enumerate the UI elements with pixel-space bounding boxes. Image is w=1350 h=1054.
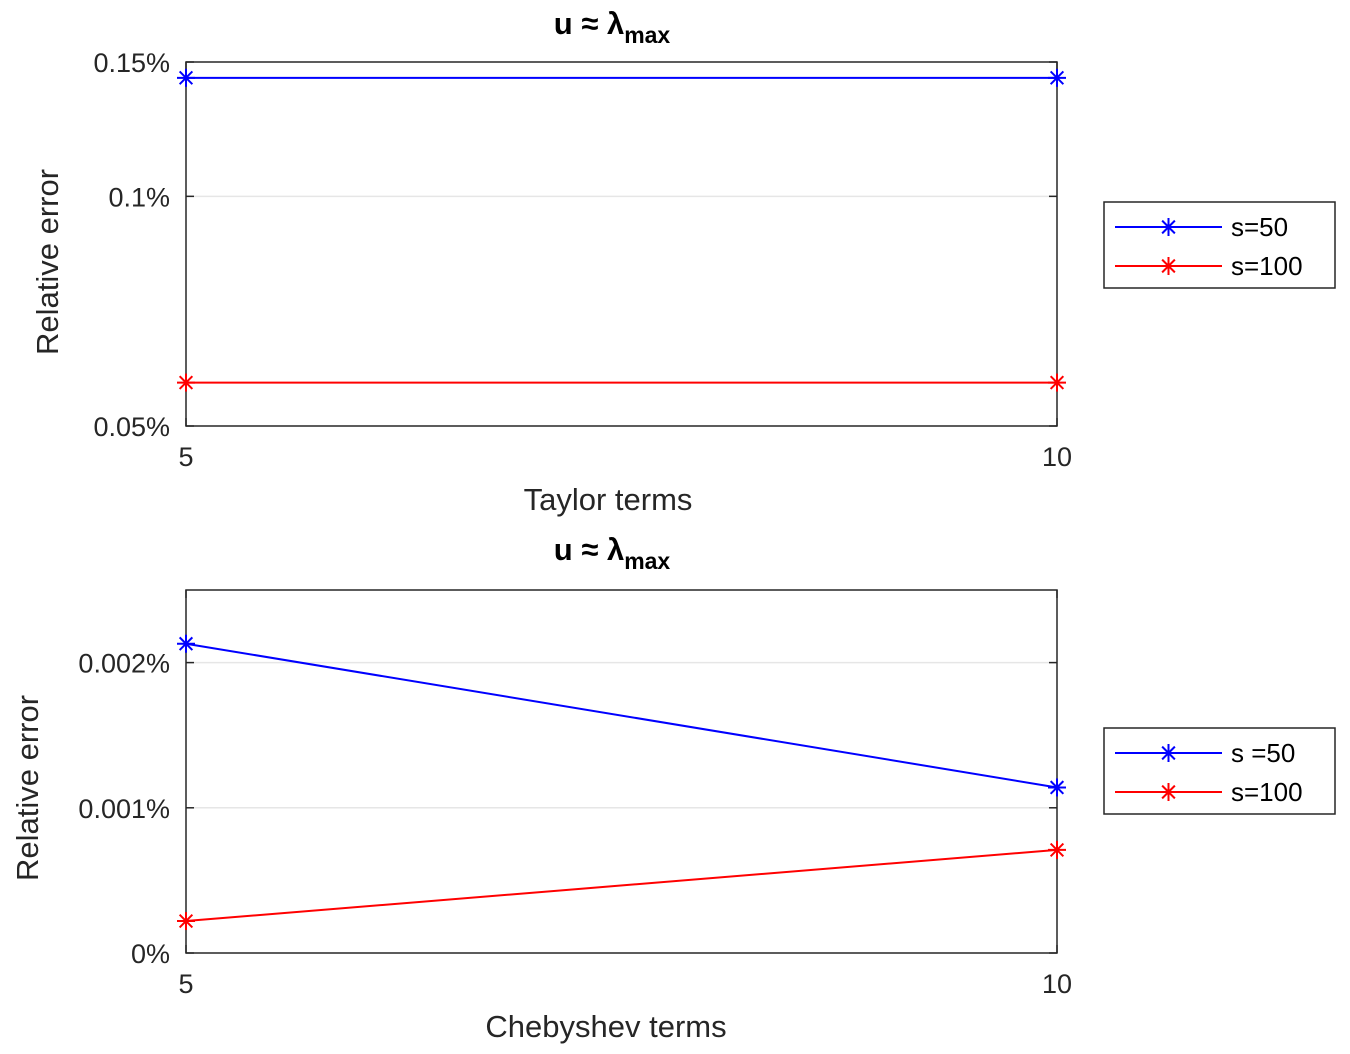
chart-title: u ≈ λmax: [554, 6, 671, 48]
x-tick-label: 5: [178, 969, 193, 999]
series-line: [185, 642, 1058, 789]
data-point: [1048, 68, 1066, 87]
y-tick-label: 0.001%: [78, 794, 170, 824]
series-line: [185, 848, 1058, 923]
y-tick-labels: 0% 0.001% 0.002%: [78, 649, 170, 969]
x-axis-label: Taylor terms: [524, 482, 693, 517]
marker-stroke: [1049, 375, 1065, 390]
data-point: [1048, 778, 1066, 797]
y-tick-label: 0.1%: [108, 182, 170, 212]
legend-marker: [1159, 218, 1178, 236]
x-tick-label: 10: [1042, 969, 1072, 999]
plot-area: [185, 589, 1058, 954]
y-tick-label: 0.002%: [78, 649, 170, 679]
marker-stroke: [1049, 780, 1065, 795]
marker-stroke: [1161, 258, 1176, 274]
legend-label: s =50: [1231, 738, 1295, 768]
data-point: [177, 634, 195, 653]
marker-stroke: [1049, 70, 1065, 85]
marker-stroke: [178, 636, 194, 651]
legend: s =50 s=100: [1103, 727, 1336, 815]
y-tick-label: 0.05%: [93, 412, 170, 442]
data-point: [177, 912, 195, 931]
marker-stroke: [178, 70, 194, 85]
legend-marker: [1159, 744, 1178, 762]
marker-stroke: [178, 913, 194, 929]
x-axis-label: Chebyshev terms: [485, 1009, 726, 1044]
axis-ticks: [185, 590, 1058, 954]
series-group: [177, 634, 1066, 931]
axis-ticks: [185, 61, 1058, 427]
legend-label: s=100: [1231, 251, 1303, 281]
x-tick-label: 10: [1042, 442, 1072, 472]
x-tick-labels: 5 10: [178, 969, 1072, 999]
series-group: [177, 68, 1066, 392]
marker-stroke: [178, 375, 194, 390]
marker-stroke: [1161, 219, 1176, 235]
y-tick-label: 0%: [131, 939, 170, 969]
legend-marker: [1159, 783, 1178, 801]
marker-stroke: [1161, 745, 1176, 761]
legend: s=50 s=100: [1103, 201, 1336, 289]
y-tick-labels: 0.05% 0.1% 0.15%: [93, 48, 170, 442]
y-axis-label: Relative error: [10, 695, 45, 881]
y-grid: [186, 661, 1057, 809]
legend-marker: [1159, 257, 1178, 275]
legend-label: s=100: [1231, 777, 1303, 807]
marker-stroke: [1049, 842, 1065, 857]
legend-label: s=50: [1231, 212, 1288, 242]
data-point: [177, 68, 195, 87]
chart-chebyshev: u ≈ λmax 0% 0.001% 0.002% 5 10 Chebyshev te…: [10, 532, 1336, 1044]
x-tick-labels: 5 10: [178, 442, 1072, 472]
marker-stroke: [1161, 784, 1176, 800]
data-point: [1048, 373, 1066, 392]
y-tick-label: 0.15%: [93, 48, 170, 78]
data-point: [1048, 840, 1066, 859]
data-point: [177, 373, 195, 392]
chart-taylor: u ≈ λmax 0.05% 0.1% 0.15% 5 10 Taylor terms…: [30, 6, 1336, 517]
legend-box: [1103, 727, 1336, 815]
y-axis-label: Relative error: [30, 169, 65, 355]
legend-box: [1103, 201, 1336, 289]
x-tick-label: 5: [178, 442, 193, 472]
plot-area: [185, 61, 1058, 427]
chart-title: u ≈ λmax: [554, 532, 671, 574]
